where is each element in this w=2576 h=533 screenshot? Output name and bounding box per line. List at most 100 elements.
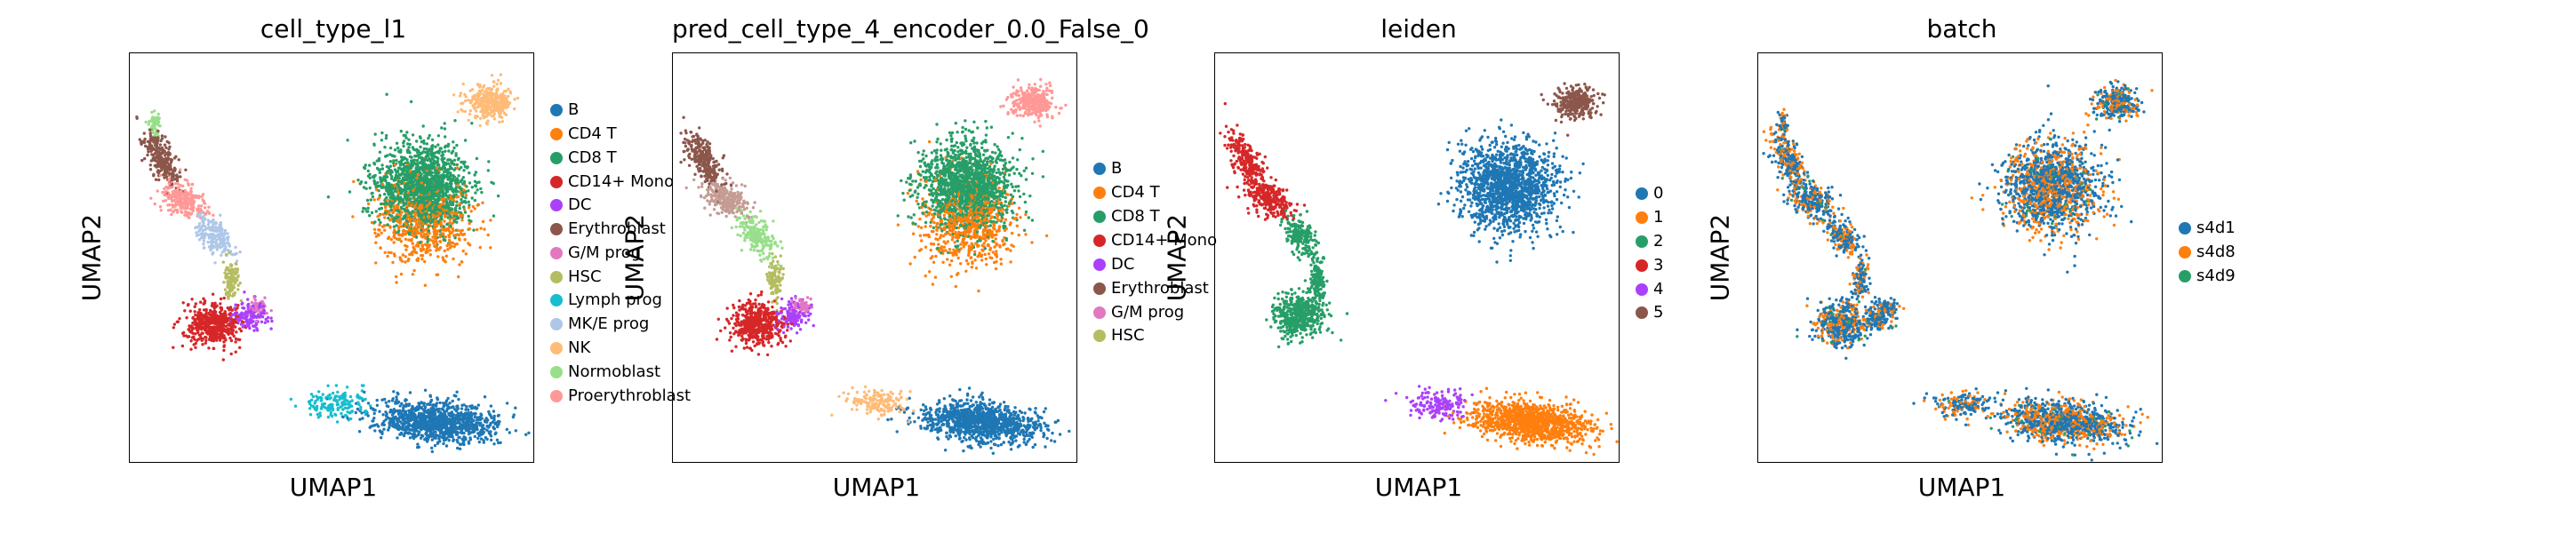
- data-point: [412, 245, 415, 250]
- data-point: [405, 131, 409, 134]
- data-point: [440, 435, 444, 439]
- data-point: [389, 208, 393, 211]
- data-point: [406, 403, 411, 407]
- data-point: [409, 428, 413, 432]
- data-point: [378, 429, 381, 433]
- data-point: [225, 266, 228, 269]
- data-point: [454, 410, 459, 413]
- data-point: [211, 292, 215, 296]
- data-point: [164, 152, 169, 155]
- data-point: [423, 212, 427, 216]
- data-point: [395, 395, 398, 399]
- data-point: [230, 252, 234, 256]
- data-point: [258, 309, 261, 313]
- data-point: [223, 310, 227, 314]
- data-point: [222, 250, 227, 253]
- data-point: [390, 214, 394, 218]
- data-point: [418, 430, 421, 434]
- data-point: [218, 334, 221, 338]
- data-point: [383, 251, 387, 254]
- data-point: [255, 319, 259, 323]
- data-point: [221, 238, 226, 242]
- data-point: [384, 401, 388, 404]
- data-point: [471, 95, 475, 99]
- data-point: [235, 259, 239, 263]
- data-point: [395, 274, 398, 279]
- data-point: [460, 260, 464, 264]
- data-point: [442, 170, 446, 174]
- data-point: [393, 168, 397, 171]
- data-point: [460, 107, 463, 112]
- data-point: [222, 296, 226, 300]
- data-point: [500, 105, 504, 109]
- data-point: [170, 186, 174, 189]
- data-point: [158, 205, 163, 209]
- data-point: [495, 438, 500, 442]
- data-point: [187, 335, 191, 338]
- data-point: [404, 410, 408, 413]
- data-point: [397, 237, 402, 241]
- data-point: [422, 141, 426, 145]
- data-point: [418, 179, 421, 183]
- data-point: [189, 339, 193, 343]
- data-point: [506, 102, 510, 107]
- data-point: [406, 142, 410, 146]
- data-point: [446, 396, 450, 401]
- data-point: [231, 294, 235, 298]
- data-point: [225, 317, 228, 322]
- data-point: [198, 322, 202, 326]
- data-point: [444, 211, 448, 215]
- data-point: [449, 211, 452, 215]
- data-point: [269, 316, 273, 320]
- data-point: [207, 311, 211, 315]
- data-point: [159, 147, 163, 151]
- data-point: [445, 436, 449, 440]
- data-point: [431, 188, 435, 193]
- data-point: [465, 165, 468, 170]
- data-point: [202, 297, 205, 300]
- data-point: [420, 434, 425, 438]
- data-point: [154, 178, 158, 181]
- data-point: [241, 315, 244, 320]
- data-point: [215, 334, 219, 338]
- data-point: [163, 168, 167, 171]
- data-point: [442, 204, 445, 209]
- data-point: [472, 228, 476, 232]
- data-point: [202, 321, 205, 324]
- data-point: [412, 188, 415, 192]
- data-point: [204, 307, 208, 312]
- data-point: [445, 200, 449, 203]
- data-point: [185, 316, 188, 320]
- data-point: [220, 253, 223, 257]
- data-point: [385, 171, 389, 175]
- data-point: [408, 252, 412, 257]
- data-point: [378, 150, 382, 154]
- data-point: [156, 189, 159, 193]
- data-point: [486, 119, 490, 123]
- data-point: [443, 249, 446, 253]
- data-point: [412, 226, 417, 229]
- data-point: [486, 169, 490, 172]
- data-point: [471, 204, 475, 209]
- data-point: [430, 449, 434, 454]
- data-point: [410, 415, 414, 418]
- data-point: [168, 157, 172, 161]
- data-point: [448, 167, 452, 171]
- data-point: [401, 229, 405, 233]
- data-point: [342, 400, 346, 403]
- data-point: [316, 404, 319, 409]
- data-point: [428, 253, 432, 257]
- data-point: [427, 402, 430, 406]
- data-point: [420, 181, 423, 185]
- data-point: [452, 257, 455, 261]
- data-point: [435, 402, 439, 405]
- data-point: [420, 209, 425, 212]
- data-point: [154, 159, 157, 163]
- data-point: [388, 226, 392, 229]
- data-point: [399, 130, 403, 133]
- data-point: [433, 436, 436, 440]
- data-point: [331, 391, 335, 395]
- data-point: [460, 219, 464, 222]
- data-point: [388, 410, 392, 414]
- data-point: [158, 152, 162, 155]
